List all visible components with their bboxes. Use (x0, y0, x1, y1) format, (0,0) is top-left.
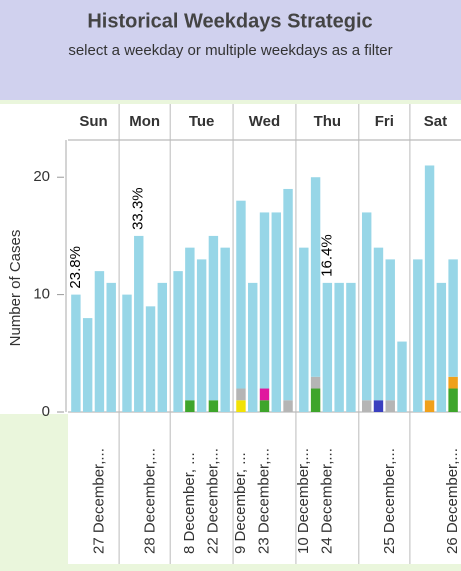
bar-annotation: 33.3% (130, 187, 147, 230)
group-label: Thu (314, 113, 342, 130)
bar-segment (236, 400, 246, 412)
group-label: Tue (189, 113, 215, 130)
bar-segment (448, 259, 458, 377)
group-label: Mon (129, 113, 160, 130)
group-label: Sun (79, 113, 107, 130)
bar-segment (259, 388, 270, 401)
x-tick-label: 9 December, ... (232, 452, 249, 554)
subtitle: select a weekday or multiple weekdays as… (68, 42, 393, 59)
bar-segment (236, 200, 246, 389)
x-tick-label: 10 December,... (295, 448, 312, 554)
title: Historical Weekdays Strategic (87, 10, 372, 32)
bar-segment (373, 247, 384, 401)
bar-segment (236, 388, 246, 401)
bar-segment (310, 388, 321, 412)
bar-segment (145, 306, 156, 412)
header (0, 0, 461, 100)
x-tick-label: 22 December,... (204, 448, 221, 554)
plot: 0 10 20 Sun 23.8% 27 December,... Mon 33.3% 28 D… (33, 104, 461, 564)
bar-segment (373, 400, 384, 412)
y-axis-label: Number of Cases (7, 230, 24, 347)
bar-segment (208, 400, 219, 412)
bar-segment (397, 341, 407, 412)
bar-segment (196, 259, 207, 412)
bar-annotation: 23.8% (67, 246, 84, 289)
bar-segment (208, 235, 219, 401)
bar-segment (220, 247, 230, 412)
group-label: Sat (424, 113, 447, 130)
x-tick-label: 26 December,... (444, 448, 461, 554)
bar-segment (385, 400, 395, 412)
x-tick-label: 25 December,... (381, 448, 398, 554)
bar-segment (248, 282, 258, 412)
group-label: Wed (249, 113, 280, 130)
subtitle-box: select a weekday or multiple weekdays as… (68, 42, 393, 59)
bar-segment (310, 177, 321, 377)
y-tick-label: 0 (42, 403, 50, 420)
bar-segment (448, 376, 458, 389)
x-tick-label: 28 December,... (142, 448, 159, 554)
bar-segment (334, 282, 344, 412)
bar-segment (283, 188, 293, 401)
group-label: Fri (375, 113, 394, 130)
bar-segment (322, 282, 333, 412)
bar-segment (173, 271, 183, 412)
x-tick-label: 8 December, ... (181, 452, 198, 554)
bar-segment (361, 212, 372, 401)
x-tick-label: 23 December,... (255, 448, 272, 554)
bar-segment (448, 388, 458, 412)
bar-segment (299, 247, 309, 412)
bar-segment (436, 282, 447, 412)
bar-segment (259, 212, 270, 389)
x-tick-label: 27 December,... (90, 448, 107, 554)
bar-segment (106, 282, 116, 412)
bar-segment (259, 400, 270, 412)
bar-segment (134, 235, 144, 412)
axis-area (0, 104, 68, 414)
y-tick-label: 10 (33, 286, 50, 303)
bar-segment (185, 400, 195, 412)
bar-segment (413, 259, 423, 412)
bar-segment (94, 271, 105, 412)
bar-segment (310, 376, 321, 389)
bar-segment (424, 165, 435, 401)
bar-segment (185, 247, 195, 401)
bar-annotation: 16.4% (318, 234, 335, 277)
bar-segment (82, 318, 93, 412)
bar-segment (424, 400, 435, 412)
bar-segment (122, 294, 132, 412)
y-tick-label: 20 (33, 168, 50, 185)
bar-segment (283, 400, 293, 412)
bar-segment (271, 212, 281, 412)
bar-segment (346, 282, 356, 412)
bar-segment (71, 294, 81, 412)
bar-segment (157, 282, 168, 412)
bar-segment (385, 259, 395, 401)
x-tick-label: 24 December,... (318, 448, 335, 554)
bar-segment (361, 400, 372, 412)
